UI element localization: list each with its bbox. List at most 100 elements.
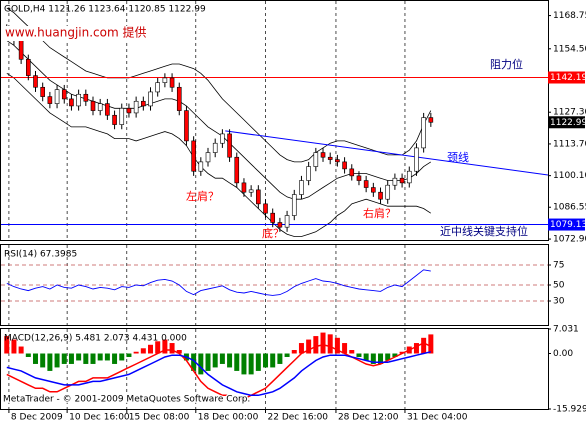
candle-body (205, 152, 211, 163)
candle-body (133, 100, 139, 114)
y-tick-label: 1100.10 (553, 171, 586, 181)
candle-body (69, 98, 74, 107)
candle-body (241, 182, 247, 193)
macd-bar (68, 353, 74, 364)
macd-bar (119, 353, 125, 361)
annotation: 右肩？ (363, 206, 396, 220)
x-tick-label: 10 Dec 16:00 (69, 413, 130, 423)
last-price-label: 1122.99 (550, 118, 586, 128)
macd-bar (378, 353, 384, 364)
x-tick-label: 18 Dec 00:00 (198, 413, 259, 423)
x-tick-label: 8 Dec 2009 (11, 413, 63, 423)
candle-body (18, 40, 24, 60)
macd-bar (342, 343, 348, 354)
candle-body (234, 156, 240, 184)
macd-line (6, 351, 431, 397)
annotation: 左肩？ (186, 189, 219, 203)
macd-bar (263, 353, 269, 368)
macd-bar (169, 343, 175, 354)
candle-body (306, 166, 311, 181)
y-tick-label: 1072.90 (553, 235, 586, 245)
y-tick-label: 1086.55 (553, 203, 586, 213)
y-tick-label: 30 (553, 297, 565, 307)
price-label-box (548, 218, 585, 231)
price-label-box (548, 71, 585, 84)
macd-bar (356, 353, 362, 357)
y-tick-label: 7.031 (553, 325, 579, 335)
candle-body (284, 215, 290, 228)
macd-bar (176, 350, 182, 354)
last-price-box (548, 116, 585, 129)
macd-bar (349, 350, 355, 354)
macd-bar (306, 339, 312, 354)
candle-body (40, 86, 45, 97)
candle-body (291, 194, 297, 216)
macd-bar (47, 353, 53, 371)
macd-bar (25, 353, 31, 357)
macd-bar (291, 350, 297, 354)
macd-bar (363, 353, 369, 361)
macd-bar (413, 343, 419, 354)
neckline-label: 颈线 (447, 150, 469, 164)
macd-bar (392, 353, 398, 357)
candle-body (406, 170, 412, 184)
macd-bar (97, 353, 103, 361)
candle-body (184, 110, 189, 142)
candle-body (119, 107, 125, 125)
candle-body (97, 103, 103, 111)
candle-body (212, 142, 218, 153)
panel-title: RSI(14) 67.3985 (4, 250, 77, 260)
candle-body (191, 140, 196, 172)
candle-body (327, 156, 333, 160)
macd-bar (148, 344, 154, 354)
macd-bar (54, 353, 60, 368)
macd-line (6, 342, 432, 400)
candle-body (148, 91, 153, 107)
macd-bar (33, 353, 39, 364)
y-tick-label: 1113.70 (553, 139, 586, 149)
chart-title: GOLD,H4 1121.26 1123.64 1120.85 1122.99 (4, 5, 206, 15)
candle-body (320, 152, 326, 158)
watermark-bg (3, 26, 163, 41)
annotation: 底？ (262, 226, 284, 240)
macd-bar (40, 353, 46, 368)
macd-bar (198, 353, 204, 375)
price-label: 1079.13 (550, 220, 586, 230)
macd-bar (399, 351, 405, 354)
candle-body (54, 89, 60, 104)
macd-bar (76, 353, 82, 361)
x-tick-label: 15 Dec 08:00 (129, 413, 190, 423)
macd-bar (155, 341, 161, 354)
candle-body (349, 168, 355, 177)
y-tick-label: 1127.30 (553, 108, 586, 118)
candle-body (26, 58, 31, 76)
macd-bar (284, 353, 290, 357)
candle-body (356, 175, 362, 181)
candle-body (392, 177, 398, 186)
candle-body (112, 114, 117, 125)
y-tick-label: -15.929 (553, 405, 586, 415)
y-tick-label: 1154.50 (553, 44, 586, 54)
y-tick-label: 50 (553, 281, 565, 291)
x-tick-label: 22 Dec 16:00 (268, 413, 329, 423)
candle-body (378, 191, 383, 200)
candle-body (270, 212, 276, 223)
rsi-line (6, 269, 431, 296)
bollinger-band (6, 7, 432, 163)
macd-bar (83, 353, 89, 364)
macd-bar (320, 332, 326, 354)
macd-bar (11, 339, 17, 354)
macd-bar (104, 353, 110, 361)
macd-bar (270, 353, 276, 368)
candle-body (83, 93, 89, 102)
macd-bar (140, 348, 146, 354)
candle-body (256, 189, 261, 205)
footer: MetaTrader - © 2001-2009 MetaQuotes Soft… (3, 395, 250, 405)
y-tick-label: 0.00 (553, 349, 573, 359)
candle-body (126, 107, 132, 114)
candle-body (385, 184, 391, 200)
macd-bar (18, 346, 24, 354)
candle-body (335, 159, 340, 163)
